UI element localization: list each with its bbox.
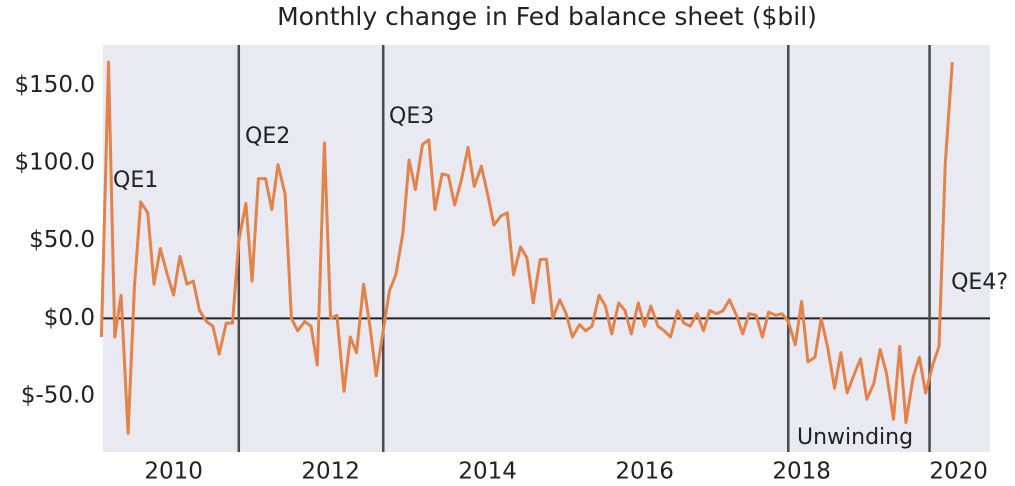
chart-title: Monthly change in Fed balance sheet ($bi… — [277, 2, 817, 31]
line — [99, 60, 954, 435]
y-tick-label: $150.0 — [15, 72, 95, 98]
y-tick-label: $50.0 — [29, 227, 95, 253]
x-tick-label: 2012 — [301, 459, 360, 485]
annotation: QE2 — [245, 124, 290, 149]
annotation: Unwinding — [797, 425, 913, 450]
y-tick-label: $0.0 — [44, 305, 95, 331]
y-tick-label: $100.0 — [15, 150, 95, 176]
x-tick-label: 2020 — [929, 459, 988, 485]
x-tick-label: 2014 — [458, 459, 517, 485]
annotation: QE3 — [389, 104, 434, 129]
plot-area — [103, 45, 990, 452]
x-tick-label: 2018 — [772, 459, 831, 485]
x-tick-label: 2016 — [615, 459, 674, 485]
y-tick-label: $-50.0 — [21, 383, 95, 409]
annotation: QE1 — [113, 168, 158, 193]
x-tick-label: 2010 — [144, 459, 203, 485]
annotation: QE4? — [951, 270, 1008, 295]
